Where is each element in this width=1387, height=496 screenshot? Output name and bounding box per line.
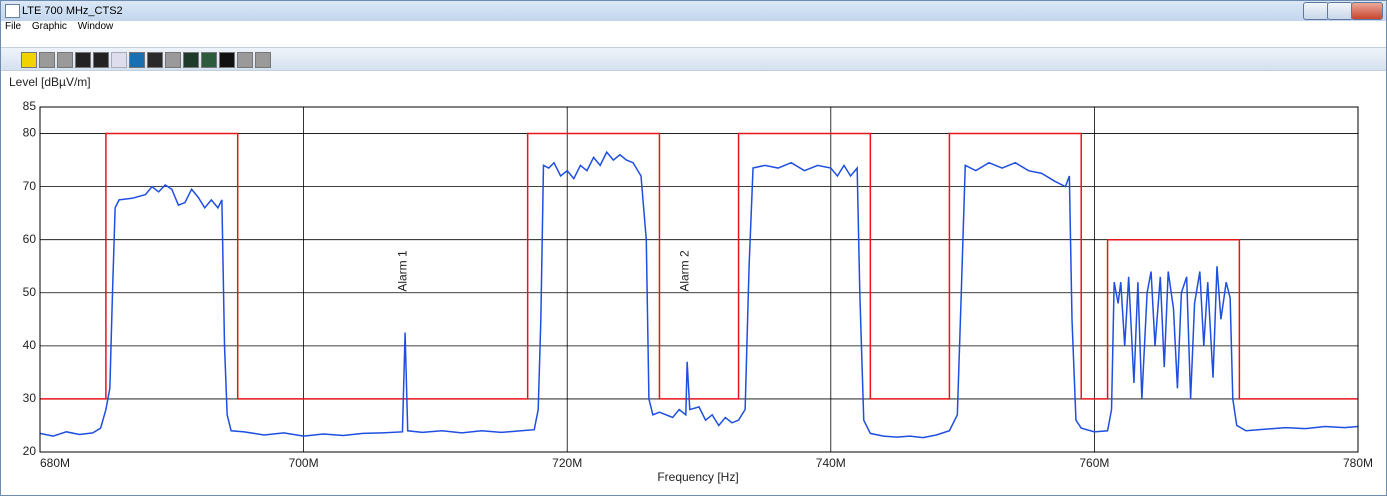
tool-button[interactable]: [93, 52, 109, 68]
y-tick-label: 80: [23, 126, 37, 140]
tool-button[interactable]: [21, 52, 37, 68]
y-tick-label: 30: [23, 391, 37, 405]
series-line: [39, 150, 1359, 439]
tool-button[interactable]: [237, 52, 253, 68]
y-tick-label: 20: [23, 444, 37, 458]
plot-border: [39, 106, 1359, 453]
tool-button[interactable]: [201, 52, 217, 68]
tool-button[interactable]: [111, 52, 127, 68]
annotation: Alarm 2: [677, 250, 691, 292]
y-tick-label: 70: [23, 179, 37, 193]
tool-button[interactable]: [183, 52, 199, 68]
y-axis-title: Level [dBµV/m]: [9, 75, 91, 89]
x-tick-label: 740M: [816, 456, 846, 470]
series-line: [40, 132, 1358, 400]
tool-button[interactable]: [129, 52, 145, 68]
app-icon: [5, 4, 20, 18]
toolbar: [1, 47, 1386, 71]
tool-button[interactable]: [255, 52, 271, 68]
x-tick-label: 720M: [552, 456, 582, 470]
tool-button[interactable]: [75, 52, 91, 68]
x-tick-label: 680M: [40, 456, 70, 470]
menu-item[interactable]: Window: [77, 21, 114, 32]
window-title: LTE 700 MHz_CTS2: [22, 5, 123, 17]
menu-bar: File Graphic Window: [1, 21, 1386, 33]
x-tick-label: 700M: [289, 456, 319, 470]
tool-button[interactable]: [57, 52, 73, 68]
y-tick-label: 50: [23, 285, 37, 299]
menu-item[interactable]: File: [5, 21, 22, 32]
x-axis-title: Frequency [Hz]: [657, 470, 738, 484]
x-tick-label: 760M: [1079, 456, 1109, 470]
tool-button[interactable]: [165, 52, 181, 68]
tool-button[interactable]: [219, 52, 235, 68]
menu-item[interactable]: Graphic: [31, 21, 67, 32]
y-tick-label: 40: [23, 338, 37, 352]
x-tick-label: 780M: [1343, 456, 1373, 470]
plot-frame: [39, 106, 1359, 453]
tool-button[interactable]: [147, 52, 163, 68]
y-tick-label: 85: [23, 99, 37, 113]
close-button[interactable]: [1351, 2, 1383, 20]
annotation: Alarm 1: [395, 250, 409, 292]
tool-button[interactable]: [39, 52, 55, 68]
y-tick-label: 60: [23, 232, 37, 246]
title-bar: LTE 700 MHz_CTS2: [1, 1, 1386, 21]
